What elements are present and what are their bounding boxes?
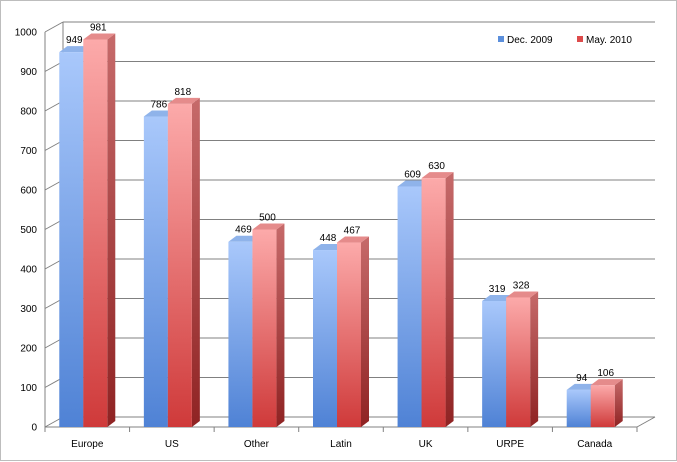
bar-front [566,389,591,427]
x-tick-label: URPE [496,439,524,450]
data-label: 786 [151,100,168,111]
bar-side [191,97,200,427]
data-label: 981 [90,23,107,34]
data-labels: 949 981 786 818 469 500 448 467 609 630 319 328 94 10… [66,23,615,384]
bars [59,33,623,428]
bar-side [276,223,285,427]
data-label: 949 [66,35,83,46]
x-tick-label: Canada [577,439,612,450]
data-label: 469 [235,225,252,236]
bar-us-may-2010 [167,97,200,427]
bar-top [167,97,200,104]
bar-top [421,172,454,179]
bar-side [361,236,369,427]
data-label: 609 [404,169,421,180]
x-tick-label: Other [244,439,270,450]
y-tick-label: 600 [20,186,37,197]
bar-top [228,235,261,242]
y-tick-label: 100 [20,383,37,394]
bar-front [397,186,422,427]
data-label: 319 [489,284,506,295]
y-tick-label: 400 [20,265,37,276]
y-tick-label: 700 [20,146,37,157]
bar-top [506,291,539,298]
y-tick-label: 200 [20,344,37,355]
floor-edge [636,416,656,428]
bar-latin-may-2010 [337,236,369,427]
legend-swatch-dec-2009 [498,36,504,42]
y-tick-label: 800 [20,107,37,118]
bar-front [59,52,84,428]
legend: Dec. 2009 May. 2010 [498,35,632,46]
data-label: 500 [259,213,276,224]
bar-side [530,291,539,427]
bar-front [143,116,168,427]
data-label: 106 [597,368,614,379]
bar-front [252,229,277,427]
data-label: 448 [320,233,337,244]
x-tick-label: US [165,439,179,450]
data-label: 467 [344,226,361,237]
bar-other-may-2010 [252,223,285,427]
data-label: 818 [175,87,192,98]
bar-top [252,223,285,230]
bar-front [167,103,192,427]
bar-urpe-may-2010 [506,291,539,427]
bar-side [107,33,116,427]
gridline-connector [44,21,64,33]
x-tick-label: Europe [71,439,104,450]
bar-canada-may-2010 [590,379,623,427]
bar-side [445,172,454,427]
bar-top [337,236,369,243]
legend-label-may-2010: May. 2010 [586,35,632,46]
bar-europe-may-2010 [83,33,116,427]
bar-front [421,178,446,427]
bar-front [590,385,615,427]
bar-front [506,297,531,427]
legend-label-dec-2009: Dec. 2009 [507,35,553,46]
y-tick-label: 500 [20,225,37,236]
bar-front [337,242,361,427]
bar-side [614,379,623,427]
bar-top [83,33,116,40]
data-label: 94 [576,373,588,384]
bar-front [482,300,507,427]
x-tick-label: Latin [330,439,352,450]
y-tick-label: 900 [20,67,37,78]
y-tick-label: 0 [31,423,37,434]
legend-swatch-may-2010 [577,36,583,42]
y-tick-label: 1000 [15,28,38,39]
x-tick-label: UK [419,439,433,450]
y-tick-label: 300 [20,304,37,315]
bar-uk-may-2010 [421,172,454,427]
bar-front [83,39,108,427]
bar-top [590,379,623,386]
data-label: 328 [513,280,530,291]
bar-front [313,250,337,427]
data-label: 630 [428,161,445,172]
bar-front [228,241,253,427]
